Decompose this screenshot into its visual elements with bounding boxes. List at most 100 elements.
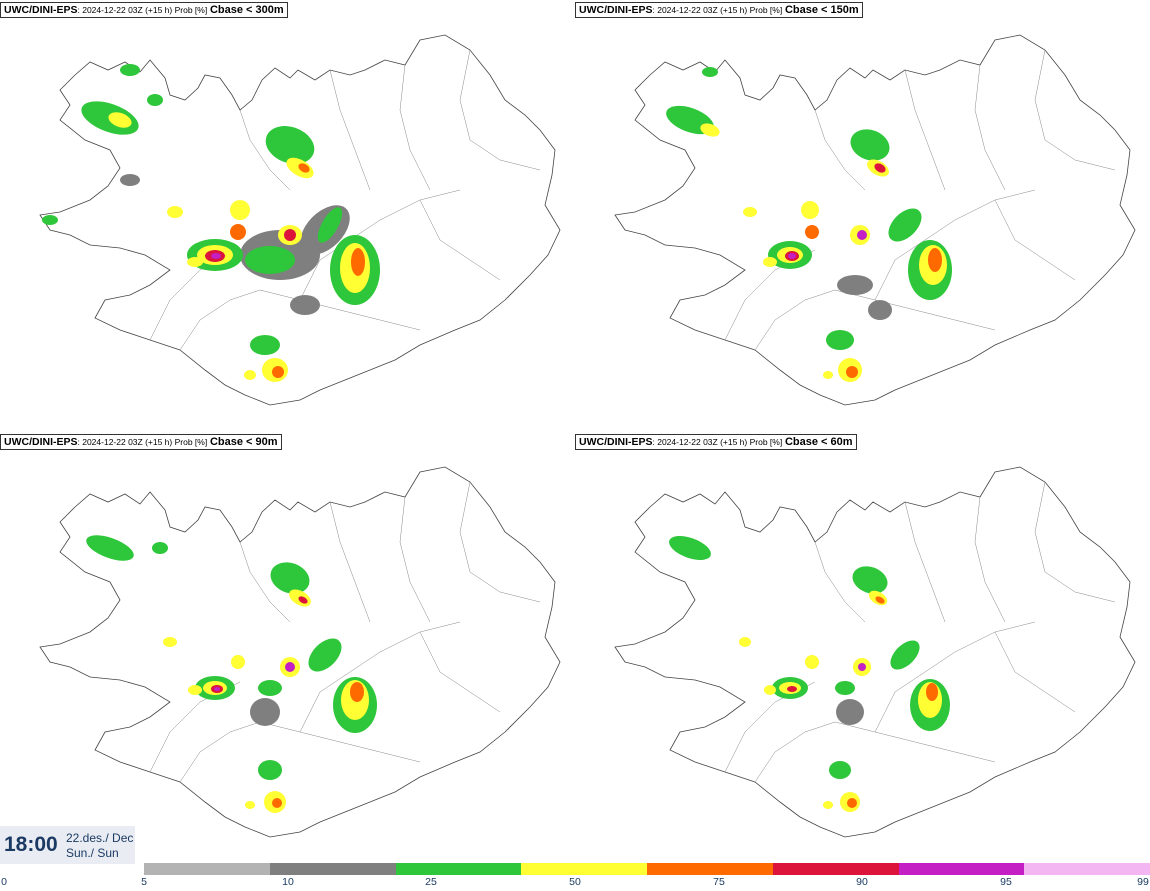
region-boundary bbox=[459, 481, 541, 603]
probability-area bbox=[928, 248, 942, 272]
probability-area bbox=[852, 566, 888, 594]
probability-area bbox=[231, 655, 245, 669]
probability-area bbox=[846, 366, 858, 378]
iceland-map-group bbox=[39, 466, 561, 838]
region-boundary bbox=[179, 289, 421, 351]
colorbar-tick-label: 90 bbox=[856, 876, 868, 888]
map-panel-top-right: UWC/DINI-EPS: 2024-12-22 03Z (+15 h) Pro… bbox=[575, 0, 1150, 435]
probability-area bbox=[272, 366, 284, 378]
probability-area bbox=[270, 562, 310, 594]
probability-area bbox=[926, 683, 938, 701]
probability-area bbox=[86, 535, 134, 561]
region-boundary bbox=[994, 199, 1076, 281]
probability-area bbox=[351, 248, 365, 276]
probability-area bbox=[230, 200, 250, 220]
region-boundary bbox=[329, 69, 371, 191]
valid-weekday: Sun./ Sun bbox=[66, 846, 119, 860]
probability-area bbox=[272, 798, 282, 808]
probability-area bbox=[829, 761, 851, 779]
probability-area bbox=[108, 112, 132, 128]
variable-name: Cbase < 60m bbox=[784, 436, 853, 448]
probability-area bbox=[147, 94, 163, 106]
probability-colorbar bbox=[144, 863, 1150, 875]
probability-area bbox=[187, 257, 203, 267]
colorbar-segment bbox=[521, 863, 647, 875]
region-boundary bbox=[299, 621, 461, 733]
colorbar-tick-label: 75 bbox=[713, 876, 725, 888]
probability-area bbox=[847, 798, 857, 808]
region-boundary bbox=[874, 189, 1036, 301]
region-boundary bbox=[419, 631, 501, 713]
region-boundary bbox=[419, 199, 501, 281]
colorbar-segment bbox=[772, 863, 899, 875]
iceland-probability-map bbox=[614, 34, 1136, 406]
probability-area bbox=[805, 655, 819, 669]
iceland-probability-map bbox=[39, 466, 561, 838]
region-boundary bbox=[754, 721, 996, 783]
region-boundary bbox=[329, 501, 371, 623]
probability-area bbox=[850, 129, 890, 161]
probability-area bbox=[120, 64, 140, 76]
probability-area bbox=[214, 687, 220, 691]
coastline bbox=[614, 466, 1136, 838]
colorbar-ticks: 0 5 10 25 50 75 90 95 99 bbox=[0, 876, 1150, 890]
probability-area bbox=[284, 229, 296, 241]
map-panel-top-left: UWC/DINI-EPS: 2024-12-22 03Z (+15 h) Pro… bbox=[0, 0, 575, 435]
variable-name: Cbase < 150m bbox=[784, 4, 859, 16]
region-boundary bbox=[239, 541, 291, 623]
region-boundary bbox=[814, 541, 866, 623]
probability-area bbox=[167, 206, 183, 218]
region-boundary bbox=[904, 501, 946, 623]
probability-area bbox=[836, 699, 864, 725]
variable-name: Cbase < 300m bbox=[209, 4, 284, 16]
colorbar-tick-label: 5 bbox=[141, 876, 147, 888]
probability-area bbox=[875, 596, 885, 604]
run-meta: : 2024-12-22 03Z (+15 h) Prob [%] bbox=[77, 5, 208, 15]
iceland-map-group bbox=[614, 466, 1136, 838]
panel-title: UWC/DINI-EPS: 2024-12-22 03Z (+15 h) Pro… bbox=[575, 2, 863, 18]
probability-area bbox=[787, 686, 797, 692]
run-meta: : 2024-12-22 03Z (+15 h) Prob [%] bbox=[652, 437, 783, 447]
probability-area bbox=[837, 275, 873, 295]
probability-area bbox=[298, 596, 308, 604]
colorbar-segment bbox=[269, 863, 396, 875]
run-meta: : 2024-12-22 03Z (+15 h) Prob [%] bbox=[77, 437, 208, 447]
coastline bbox=[39, 34, 561, 406]
probability-area bbox=[702, 67, 718, 77]
variable-name: Cbase < 90m bbox=[209, 436, 278, 448]
probability-area bbox=[700, 123, 720, 137]
panel-title: UWC/DINI-EPS: 2024-12-22 03Z (+15 h) Pro… bbox=[0, 434, 282, 450]
probability-area bbox=[317, 207, 343, 243]
panel-title: UWC/DINI-EPS: 2024-12-22 03Z (+15 h) Pro… bbox=[0, 2, 288, 18]
probability-area bbox=[308, 638, 342, 672]
coastline bbox=[614, 34, 1136, 406]
probability-area bbox=[739, 637, 751, 647]
probability-area bbox=[874, 163, 886, 173]
region-boundary bbox=[974, 64, 1006, 191]
iceland-probability-map bbox=[614, 466, 1136, 838]
map-panel-bottom-right: UWC/DINI-EPS: 2024-12-22 03Z (+15 h) Pro… bbox=[575, 432, 1150, 867]
iceland-map-group bbox=[614, 34, 1136, 406]
probability-area bbox=[152, 542, 168, 554]
probability-area bbox=[890, 640, 920, 670]
region-boundary bbox=[814, 109, 866, 191]
colorbar-tick-label: 10 bbox=[282, 876, 294, 888]
probability-area bbox=[858, 663, 866, 671]
probability-area bbox=[211, 253, 221, 259]
probability-area bbox=[763, 257, 777, 267]
colorbar-tick-label: 95 bbox=[1000, 876, 1012, 888]
valid-time: 18:00 bbox=[4, 833, 58, 856]
colorbar-segment bbox=[898, 863, 1025, 875]
panel-title: UWC/DINI-EPS: 2024-12-22 03Z (+15 h) Pro… bbox=[575, 434, 857, 450]
probability-area bbox=[350, 682, 364, 702]
probability-area bbox=[285, 662, 295, 672]
valid-time-box: 18:00 22.des./ Dec Sun./ Sun bbox=[0, 826, 135, 864]
region-boundary bbox=[239, 109, 291, 191]
probability-area bbox=[805, 225, 819, 239]
probability-area bbox=[250, 335, 280, 355]
model-name: UWC/DINI-EPS bbox=[4, 436, 78, 448]
probability-area bbox=[244, 370, 256, 380]
colorbar-segment bbox=[1024, 863, 1150, 875]
probability-area bbox=[764, 685, 776, 695]
region-boundary bbox=[994, 631, 1076, 713]
